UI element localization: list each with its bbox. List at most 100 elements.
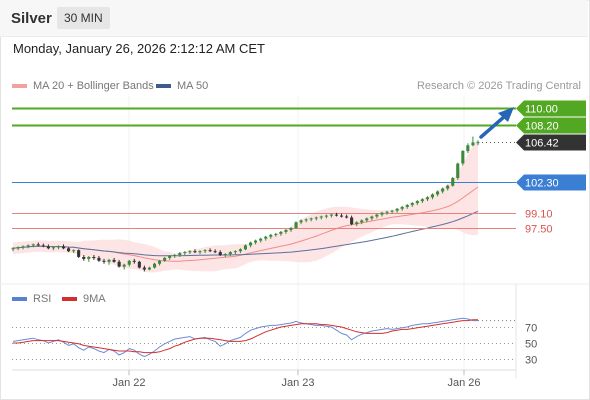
candle-body xyxy=(127,260,131,265)
candle-body xyxy=(56,246,60,248)
candle-body xyxy=(319,216,323,218)
candle-body xyxy=(324,215,328,217)
level-label-97-50: 97.50 xyxy=(525,224,553,236)
level-badge-106-42 xyxy=(516,134,586,151)
candle-body xyxy=(425,197,429,200)
legend-rsi: RSI xyxy=(12,293,51,305)
candle-body xyxy=(264,236,268,239)
candle-body xyxy=(380,212,384,215)
candle-body xyxy=(208,250,212,252)
candle-body xyxy=(269,234,273,237)
credit-text: Research © 2026 Trading Central xyxy=(416,80,581,92)
level-label-99-10: 99.10 xyxy=(525,209,553,221)
candle-body xyxy=(259,238,263,241)
candle-body xyxy=(405,205,409,207)
candle-body xyxy=(72,250,76,252)
level-label-110-00: 110.00 xyxy=(525,104,558,116)
candle-body xyxy=(41,245,45,247)
ma9-legend-label: 9MA xyxy=(83,293,106,305)
candle-body xyxy=(466,145,470,152)
candle-body xyxy=(299,220,303,223)
candle-body xyxy=(117,261,121,267)
candle-body xyxy=(163,257,167,261)
chart-grid xyxy=(0,96,590,378)
candle-body xyxy=(183,252,187,254)
candle-body xyxy=(218,252,222,255)
candle-body xyxy=(36,244,40,246)
candlesticks xyxy=(11,136,480,272)
ma50-legend-label: MA 50 xyxy=(177,80,209,92)
candle-body xyxy=(147,267,151,270)
candle-body xyxy=(203,250,207,252)
candle-body xyxy=(243,245,247,250)
candle-body xyxy=(112,259,116,262)
candle-body xyxy=(395,208,399,211)
candle-body xyxy=(168,256,172,258)
candle-body xyxy=(178,253,182,255)
candle-body xyxy=(329,214,333,216)
candle-body xyxy=(451,178,455,186)
candle-body xyxy=(370,216,374,219)
candle-body xyxy=(456,163,460,178)
symbol-title: Silver xyxy=(11,10,52,27)
candle-body xyxy=(365,218,369,221)
rsi-line xyxy=(12,317,478,358)
candle-body xyxy=(173,255,177,256)
key-levels: 110.00 108.20 106.42 102.30 99.10 97.50 xyxy=(12,100,586,236)
trend-arrow xyxy=(479,107,514,139)
candle-body xyxy=(46,246,50,249)
candle-body xyxy=(51,247,55,249)
candle-body xyxy=(223,254,227,256)
candle-body xyxy=(390,210,394,212)
rsi-panel: 70 50 30 xyxy=(12,317,537,367)
candle-body xyxy=(188,251,192,253)
ma9-swatch xyxy=(62,297,77,301)
candle-body xyxy=(441,188,445,192)
arrow-shaft xyxy=(479,114,507,139)
interval-button[interactable]: 30 MIN xyxy=(57,7,110,29)
x-axis: Jan 22 Jan 23 Jan 26 xyxy=(112,370,481,389)
candle-body xyxy=(294,222,298,229)
candle-body xyxy=(360,220,364,223)
candle-body xyxy=(87,257,91,259)
candle-body xyxy=(334,214,338,216)
ma50-line xyxy=(12,210,479,257)
candle-body xyxy=(284,230,288,232)
candle-body xyxy=(11,248,15,250)
candle-body xyxy=(31,244,35,246)
candle-body xyxy=(304,219,308,221)
candle-body xyxy=(102,260,106,262)
candle-body xyxy=(158,260,162,264)
level-label-102-30: 102.30 xyxy=(525,178,559,190)
x-tick-label-jan-23: Jan 23 xyxy=(281,377,314,389)
x-tick-label-jan-26: Jan 26 xyxy=(447,377,480,389)
candle-body xyxy=(350,217,354,225)
level-badge-110-00 xyxy=(516,100,586,117)
candle-body xyxy=(446,185,450,189)
candle-body xyxy=(410,203,414,205)
candle-body xyxy=(254,240,258,243)
candle-body xyxy=(314,217,318,219)
candle-body xyxy=(471,142,475,146)
candle-body xyxy=(82,257,86,259)
candle-body xyxy=(279,231,283,234)
candle-body xyxy=(461,151,465,164)
candle-body xyxy=(476,142,480,144)
rsi-ma-line xyxy=(13,319,478,354)
candle-body xyxy=(345,216,349,218)
legend-ma20: MA 20 + Bollinger Bands xyxy=(12,80,154,92)
candle-body xyxy=(289,228,293,230)
candle-body xyxy=(62,246,66,249)
ma20-swatch xyxy=(12,84,27,88)
candle-body xyxy=(249,242,253,246)
candle-body xyxy=(153,263,157,268)
legend-ma50: MA 50 xyxy=(156,80,208,92)
candle-body xyxy=(77,250,81,257)
rsi-tick-50: 50 xyxy=(525,339,537,351)
ma50-swatch xyxy=(156,84,171,88)
rsi-tick-30: 30 xyxy=(525,355,537,367)
candle-body xyxy=(228,252,232,254)
arrow-head xyxy=(498,107,514,122)
